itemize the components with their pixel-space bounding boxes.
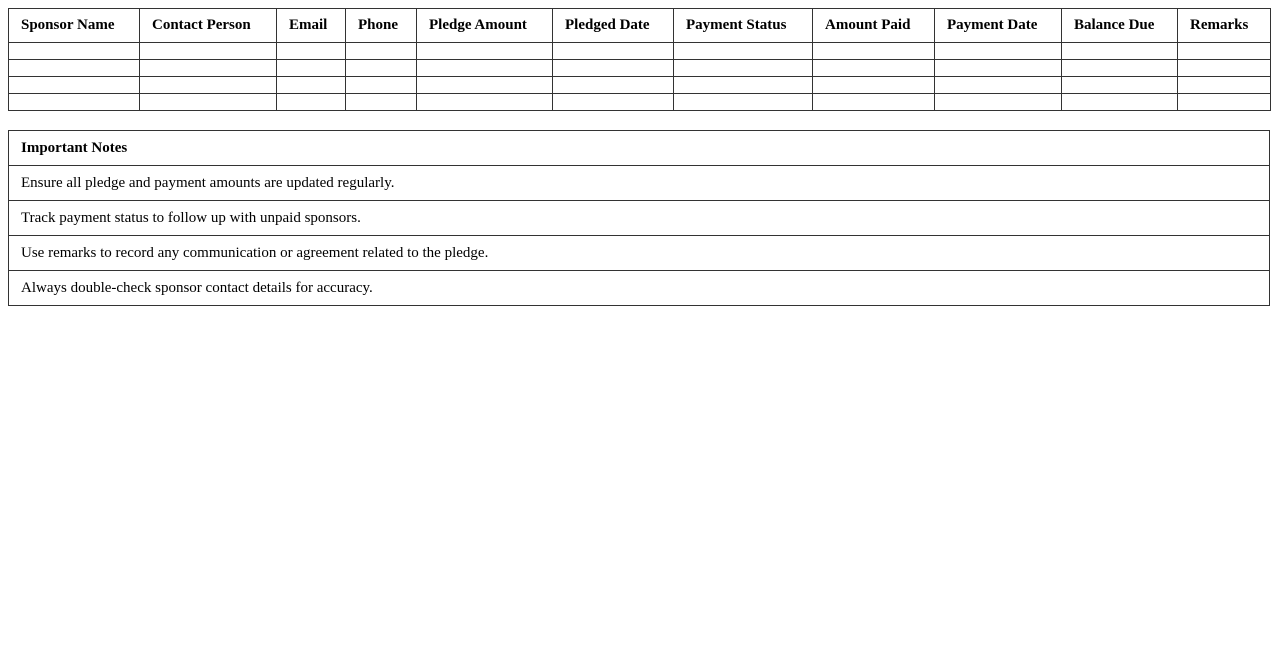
table-cell[interactable] (345, 93, 417, 111)
table-cell[interactable] (8, 42, 140, 60)
table-cell[interactable] (139, 93, 277, 111)
column-header: Sponsor Name (8, 8, 140, 43)
note-row: Track payment status to follow up with u… (8, 200, 1270, 236)
table-cell[interactable] (276, 93, 346, 111)
column-header: Pledge Amount (416, 8, 553, 43)
column-header: Phone (345, 8, 417, 43)
table-row (8, 59, 1271, 77)
table-cell[interactable] (673, 76, 813, 94)
table-cell[interactable] (139, 76, 277, 94)
column-header: Payment Date (934, 8, 1062, 43)
table-cell[interactable] (934, 76, 1062, 94)
table-cell[interactable] (1177, 59, 1271, 77)
note-item: Use remarks to record any communication … (8, 235, 1270, 271)
note-row: Always double-check sponsor contact deta… (8, 270, 1270, 306)
table-cell[interactable] (1061, 42, 1178, 60)
table-cell[interactable] (552, 76, 674, 94)
table-row (8, 76, 1271, 94)
table-cell[interactable] (673, 93, 813, 111)
column-header: Amount Paid (812, 8, 935, 43)
table-cell[interactable] (416, 76, 553, 94)
table-cell[interactable] (812, 59, 935, 77)
column-header: Pledged Date (552, 8, 674, 43)
column-header: Payment Status (673, 8, 813, 43)
table-cell[interactable] (1061, 93, 1178, 111)
table-cell[interactable] (8, 76, 140, 94)
table-cell[interactable] (812, 93, 935, 111)
pledge-table: Sponsor Name Contact Person Email Phone Pled… (8, 8, 1271, 111)
table-cell[interactable] (812, 42, 935, 60)
table-cell[interactable] (673, 59, 813, 77)
table-cell[interactable] (8, 59, 140, 77)
table-cell[interactable] (139, 59, 277, 77)
note-row: Use remarks to record any communication … (8, 235, 1270, 271)
important-notes-table: Important Notes Ensure all pledge and pa… (8, 130, 1270, 306)
table-cell[interactable] (139, 42, 277, 60)
note-item: Track payment status to follow up with u… (8, 200, 1270, 236)
note-item: Ensure all pledge and payment amounts ar… (8, 165, 1270, 201)
table-cell[interactable] (416, 42, 553, 60)
table-cell[interactable] (934, 59, 1062, 77)
table-cell[interactable] (416, 93, 553, 111)
table-cell[interactable] (345, 42, 417, 60)
table-cell[interactable] (276, 59, 346, 77)
table-cell[interactable] (8, 93, 140, 111)
notes-header-row: Important Notes (8, 130, 1270, 166)
note-item: Always double-check sponsor contact deta… (8, 270, 1270, 306)
table-cell[interactable] (1177, 76, 1271, 94)
notes-title: Important Notes (8, 130, 1270, 166)
table-row (8, 42, 1271, 60)
column-header: Balance Due (1061, 8, 1178, 43)
table-cell[interactable] (416, 59, 553, 77)
table-cell[interactable] (345, 59, 417, 77)
table-cell[interactable] (673, 42, 813, 60)
table-row (8, 93, 1271, 111)
table-cell[interactable] (1177, 42, 1271, 60)
note-row: Ensure all pledge and payment amounts ar… (8, 165, 1270, 201)
table-cell[interactable] (276, 42, 346, 60)
table-cell[interactable] (1061, 59, 1178, 77)
table-cell[interactable] (552, 59, 674, 77)
column-header: Remarks (1177, 8, 1271, 43)
table-cell[interactable] (812, 76, 935, 94)
column-header: Email (276, 8, 346, 43)
table-cell[interactable] (276, 76, 346, 94)
table-cell[interactable] (552, 42, 674, 60)
column-header: Contact Person (139, 8, 277, 43)
table-header-row: Sponsor Name Contact Person Email Phone Pled… (8, 8, 1271, 43)
table-cell[interactable] (934, 93, 1062, 111)
table-cell[interactable] (345, 76, 417, 94)
table-cell[interactable] (552, 93, 674, 111)
table-cell[interactable] (1177, 93, 1271, 111)
table-cell[interactable] (934, 42, 1062, 60)
table-cell[interactable] (1061, 76, 1178, 94)
